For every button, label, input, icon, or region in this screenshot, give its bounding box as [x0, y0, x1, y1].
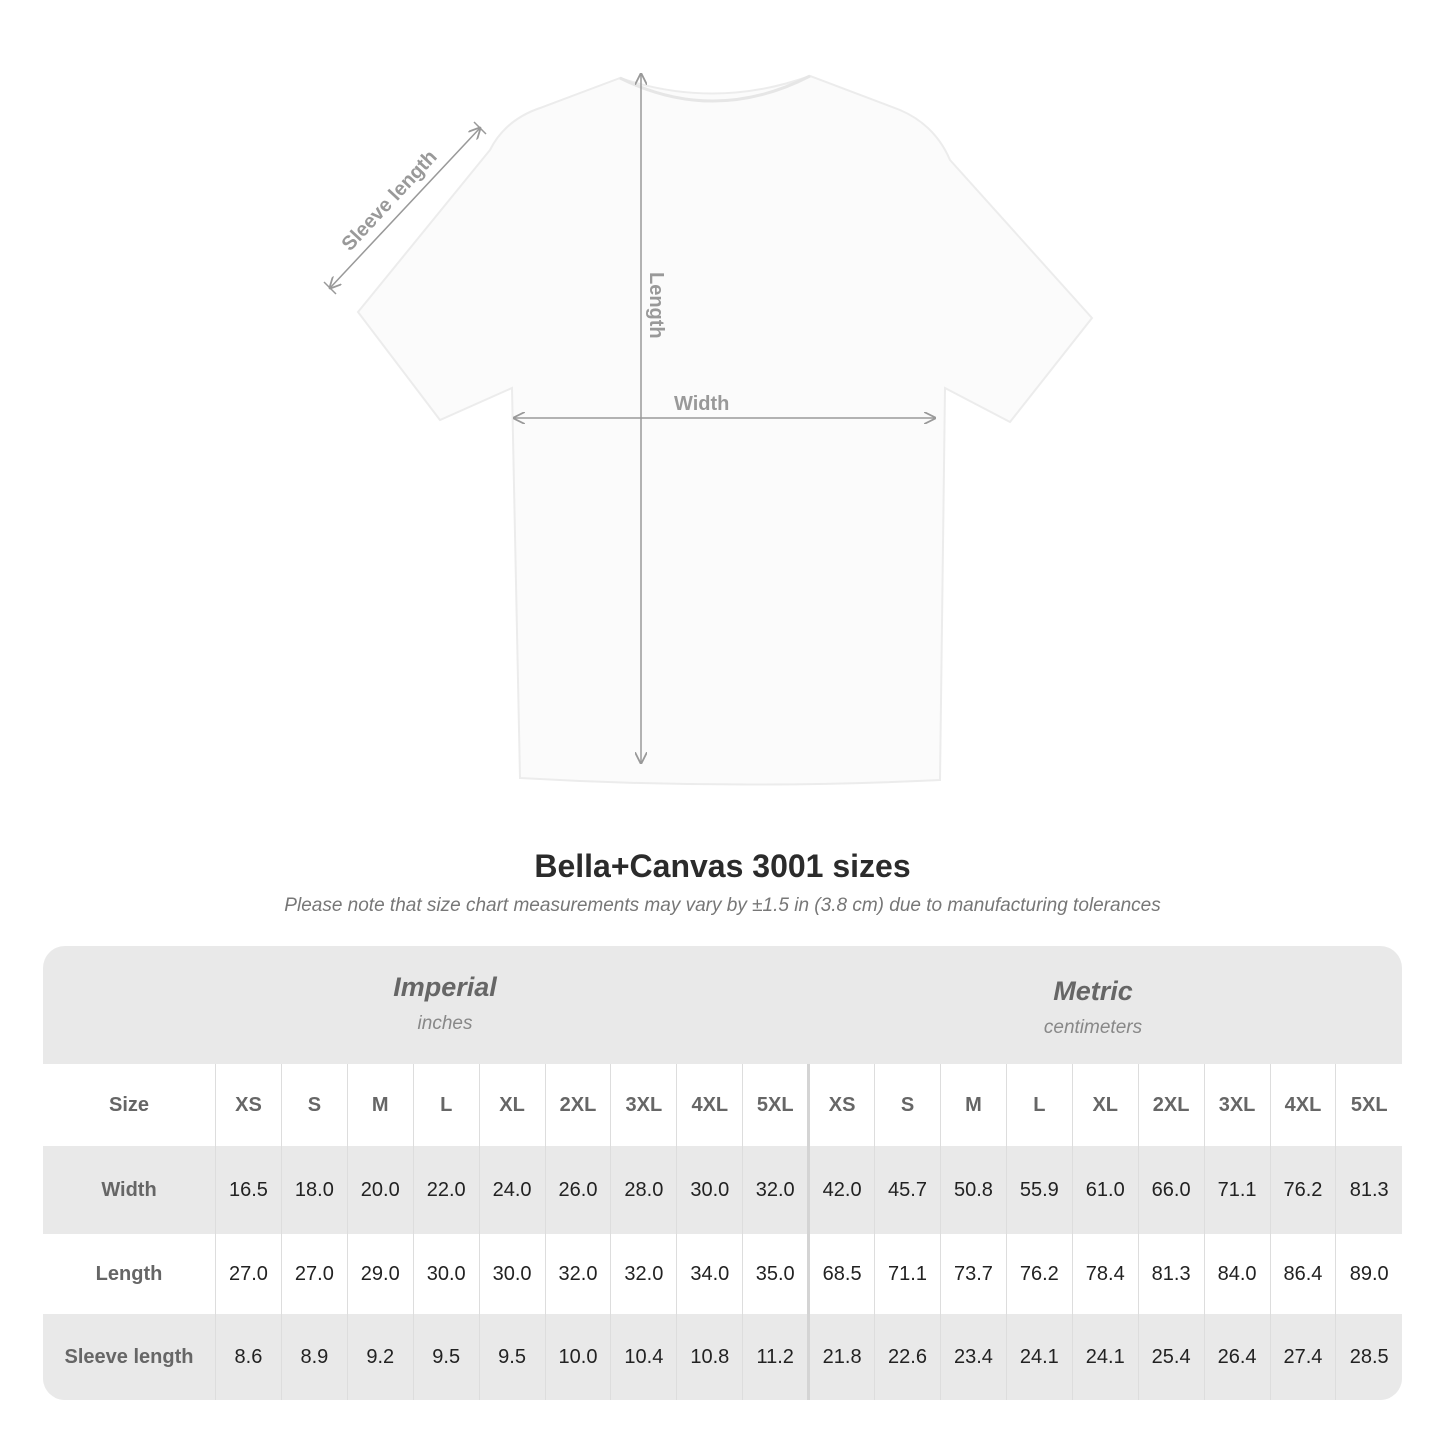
cell-metric: 23.4	[939, 1314, 1007, 1400]
cell-imperial: 32.0	[610, 1234, 677, 1314]
cell-metric: 27.4	[1269, 1314, 1336, 1400]
size-header-metric: 2XL	[1137, 1064, 1205, 1146]
metric-header: Metric centimeters	[808, 946, 1378, 1094]
row-label: Sleeve length	[43, 1314, 216, 1400]
size-table: Size XS S M L XL 2XL 3XL 4XL 5XL XS S M L XL 2XL 3XL 4XL 5…	[43, 1064, 1402, 1400]
cell-metric: 81.3	[1137, 1234, 1205, 1314]
cell-metric: 84.0	[1203, 1234, 1270, 1314]
cell-imperial: 11.2	[742, 1314, 809, 1400]
cell-imperial: 27.0	[215, 1234, 282, 1314]
chart-title: Bella+Canvas 3001 sizes	[534, 848, 911, 884]
tshirt-diagram: Sleeve length Length Width	[323, 0, 1094, 786]
cell-metric: 22.6	[874, 1314, 941, 1400]
cell-metric: 76.2	[1005, 1234, 1073, 1314]
cell-imperial: 16.5	[215, 1146, 282, 1234]
cell-imperial: 28.0	[610, 1146, 677, 1234]
metric-unit: centimeters	[1043, 1017, 1143, 1038]
length-label: Length	[645, 272, 667, 339]
cell-metric: 24.1	[1005, 1314, 1073, 1400]
cell-imperial: 34.0	[676, 1234, 743, 1314]
size-header-metric: S	[874, 1064, 941, 1146]
cell-metric: 50.8	[939, 1146, 1007, 1234]
size-header-metric: L	[1005, 1064, 1073, 1146]
metric-heading: Metric	[1053, 976, 1133, 1006]
cell-metric: 25.4	[1137, 1314, 1205, 1400]
cell-imperial: 10.4	[610, 1314, 677, 1400]
size-header-metric: 3XL	[1203, 1064, 1270, 1146]
size-table-card: Imperial inches Metric centimeters Size X…	[43, 946, 1402, 1400]
cell-imperial: 18.0	[280, 1146, 348, 1234]
cell-imperial: 20.0	[346, 1146, 414, 1234]
cell-imperial: 10.0	[544, 1314, 611, 1400]
cell-imperial: 10.8	[676, 1314, 743, 1400]
cell-imperial: 22.0	[412, 1146, 480, 1234]
chart-subtitle: Please note that size chart measurements…	[284, 895, 1161, 916]
tshirt-shape	[356, 74, 1094, 786]
size-header-imperial: S	[280, 1064, 348, 1146]
size-header-metric: XL	[1071, 1064, 1139, 1146]
cell-metric: 86.4	[1269, 1234, 1336, 1314]
cell-metric: 89.0	[1335, 1234, 1402, 1314]
cell-metric: 61.0	[1071, 1146, 1139, 1234]
cell-imperial: 32.0	[742, 1146, 809, 1234]
table-row: Length 27.0 27.0 29.0 30.0 30.0 32.0 32.0 34.0 35…	[43, 1234, 1402, 1314]
cell-imperial: 29.0	[346, 1234, 414, 1314]
size-header-imperial: L	[412, 1064, 480, 1146]
cell-metric: 71.1	[1203, 1146, 1270, 1234]
cell-imperial: 8.6	[215, 1314, 282, 1400]
cell-imperial: 8.9	[280, 1314, 348, 1400]
size-header-imperial: 3XL	[610, 1064, 677, 1146]
imperial-heading: Imperial	[393, 972, 497, 1002]
cell-imperial: 24.0	[478, 1146, 546, 1234]
size-header-metric: M	[939, 1064, 1007, 1146]
size-header-imperial: 5XL	[742, 1064, 809, 1146]
imperial-unit: inches	[417, 1013, 473, 1034]
cell-metric: 24.1	[1071, 1314, 1139, 1400]
cell-imperial: 32.0	[544, 1234, 611, 1314]
size-header-imperial: M	[346, 1064, 414, 1146]
cell-imperial: 26.0	[544, 1146, 611, 1234]
size-header-imperial: XL	[478, 1064, 546, 1146]
row-label: Width	[43, 1146, 216, 1234]
cell-metric: 76.2	[1269, 1146, 1336, 1234]
imperial-header: Imperial inches	[215, 946, 675, 1090]
cell-metric: 78.4	[1071, 1234, 1139, 1314]
cell-metric: 45.7	[874, 1146, 941, 1234]
cell-imperial: 30.0	[478, 1234, 546, 1314]
cell-metric: 55.9	[1005, 1146, 1073, 1234]
cell-metric: 81.3	[1335, 1146, 1402, 1234]
table-header-row: Size XS S M L XL 2XL 3XL 4XL 5XL XS S M L XL 2XL 3XL 4XL 5…	[43, 1064, 1402, 1146]
cell-metric: 26.4	[1203, 1314, 1270, 1400]
cell-imperial: 9.5	[412, 1314, 480, 1400]
cell-metric: 68.5	[807, 1234, 875, 1314]
cell-metric: 28.5	[1335, 1314, 1402, 1400]
cell-metric: 73.7	[939, 1234, 1007, 1314]
row-label: Length	[43, 1234, 216, 1314]
width-label: Width	[674, 393, 729, 415]
cell-imperial: 30.0	[412, 1234, 480, 1314]
cell-imperial: 27.0	[280, 1234, 348, 1314]
size-header-metric: 5XL	[1335, 1064, 1402, 1146]
sleeve-length-line	[330, 128, 480, 288]
size-header-imperial: 4XL	[676, 1064, 743, 1146]
cell-imperial: 9.5	[478, 1314, 546, 1400]
size-header-metric: XS	[807, 1064, 875, 1146]
table-row: Width 16.5 18.0 20.0 22.0 24.0 26.0 28.0 30.0 32.…	[43, 1146, 1402, 1234]
cell-metric: 42.0	[807, 1146, 875, 1234]
table-row: Sleeve length 8.6 8.9 9.2 9.5 9.5 10.0 10.4 10.8…	[43, 1314, 1402, 1400]
cell-metric: 66.0	[1137, 1146, 1205, 1234]
row-header-size: Size	[43, 1064, 216, 1146]
size-header-imperial: XS	[215, 1064, 282, 1146]
cell-metric: 71.1	[874, 1234, 941, 1314]
cell-metric: 21.8	[807, 1314, 875, 1400]
cell-imperial: 9.2	[346, 1314, 414, 1400]
cell-imperial: 30.0	[676, 1146, 743, 1234]
cell-imperial: 35.0	[742, 1234, 809, 1314]
size-header-metric: 4XL	[1269, 1064, 1336, 1146]
size-header-imperial: 2XL	[544, 1064, 611, 1146]
